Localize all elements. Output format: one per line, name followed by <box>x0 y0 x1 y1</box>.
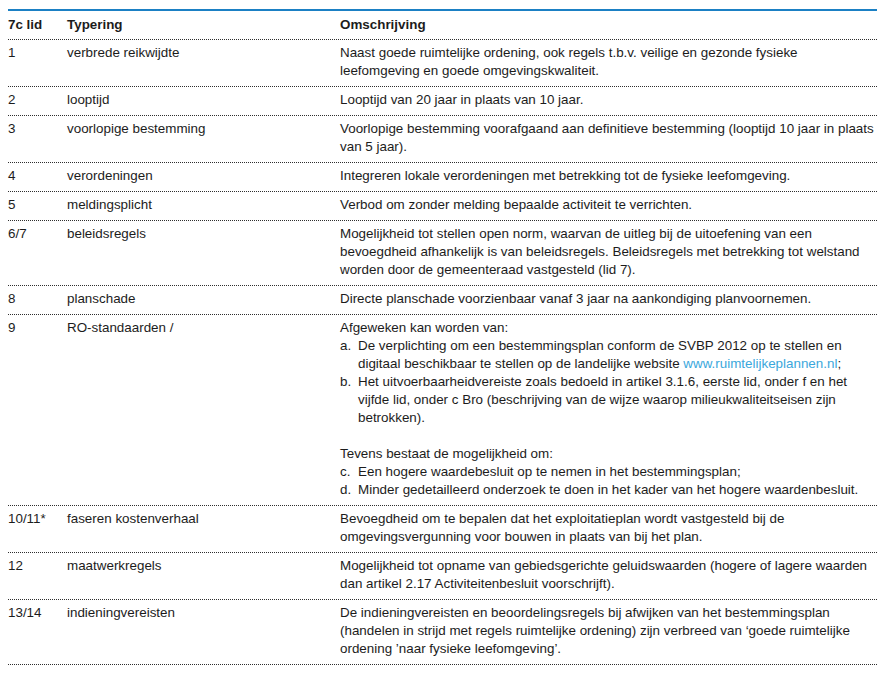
blank-line <box>340 427 877 445</box>
lid-cell: 10/11* <box>8 510 67 546</box>
lid-cell: 8 <box>8 290 67 308</box>
omschrijving-cell: Bevoegdheid om te bepalen dat het exploi… <box>340 510 877 546</box>
lid-cell: 5 <box>8 196 67 214</box>
lettered-item: d.Minder gedetailleerd onderzoek te doen… <box>340 481 877 499</box>
omschrijving-line: Tevens bestaat de mogelijkheid om: <box>340 445 877 463</box>
typering-cell: looptijd <box>67 91 340 109</box>
header-omschrijving: Omschrijving <box>340 16 877 34</box>
table-row: 1verbrede reikwijdteNaast goede ruimteli… <box>8 40 877 87</box>
table-row: 6/7beleidsregelsMogelijkheid tot stellen… <box>8 221 877 286</box>
omschrijving-cell: Directe planschade voorzienbaar vanaf 3 … <box>340 290 877 308</box>
omschrijving-cell: Voorlopige bestemming voorafgaand aan de… <box>340 120 877 156</box>
header-7c-lid: 7c lid <box>8 16 67 34</box>
lettered-item: a.De verplichting om een bestemmingsplan… <box>340 337 877 373</box>
lid-cell: 6/7 <box>8 225 67 279</box>
typering-cell: maatwerkregels <box>67 557 340 593</box>
omschrijving-cell: Integreren lokale verordeningen met betr… <box>340 167 877 185</box>
item-text: De verplichting om een bestemmingsplan c… <box>358 337 877 373</box>
omschrijving-cell: Looptijd van 20 jaar in plaats van 10 ja… <box>340 91 877 109</box>
lettered-item: c.Een hogere waardebesluit op te nemen i… <box>340 463 877 481</box>
lid-cell: 1 <box>8 44 67 80</box>
lid-cell: 13/14 <box>8 604 67 658</box>
table-row: 10/11*faseren kostenverhaalBevoegdheid o… <box>8 506 877 553</box>
typering-cell: beleidsregels <box>67 225 340 279</box>
lid-cell: 4 <box>8 167 67 185</box>
lid-cell: 12 <box>8 557 67 593</box>
table-row: 12maatwerkregelsMogelijkheid tot opname … <box>8 553 877 600</box>
typering-cell: voorlopige bestemming <box>67 120 340 156</box>
table-row: 3voorlopige bestemmingVoorlopige bestemm… <box>8 116 877 163</box>
item-text: Het uitvoerbaarheidvereiste zoals bedoel… <box>358 373 877 427</box>
table-row: 8planschadeDirecte planschade voorzienba… <box>8 286 877 315</box>
item-marker: a. <box>340 337 358 373</box>
header-typering: Typering <box>67 16 340 34</box>
table-row: 4verordeningenIntegreren lokale verorden… <box>8 163 877 192</box>
typering-cell: faseren kostenverhaal <box>67 510 340 546</box>
lid-cell: 3 <box>8 120 67 156</box>
item-text: Minder gedetailleerd onderzoek te doen i… <box>358 481 877 499</box>
typering-cell: meldingsplicht <box>67 196 340 214</box>
table-row: 13/14indieningvereistenDe indieningverei… <box>8 600 877 665</box>
typering-cell: RO-standaarden / <box>67 319 340 499</box>
omschrijving-line: Afgeweken kan worden van: <box>340 319 877 337</box>
omschrijving-cell: Verbod om zonder melding bepaalde activi… <box>340 196 877 214</box>
item-text: Een hogere waardebesluit op te nemen in … <box>358 463 877 481</box>
omschrijving-cell: De indieningvereisten en beoordelingsreg… <box>340 604 877 658</box>
table-header-row: 7c lid Typering Omschrijving <box>8 9 877 40</box>
table-row: 5meldingsplichtVerbod om zonder melding … <box>8 192 877 221</box>
item-marker: d. <box>340 481 358 499</box>
typering-cell: indieningvereisten <box>67 604 340 658</box>
lid-cell: 9 <box>8 319 67 499</box>
item-marker: c. <box>340 463 358 481</box>
item-marker: b. <box>340 373 358 427</box>
lid-cell: 2 <box>8 91 67 109</box>
table-body: 1verbrede reikwijdteNaast goede ruimteli… <box>8 40 877 665</box>
omschrijving-cell: Afgeweken kan worden van:a.De verplichti… <box>340 319 877 499</box>
typering-cell: verbrede reikwijdte <box>67 44 340 80</box>
ruimtelijkeplannen-link[interactable]: www.ruimtelijkeplannen.nl <box>683 356 837 371</box>
lid-7c-table: 7c lid Typering Omschrijving 1verbrede r… <box>8 9 877 665</box>
omschrijving-cell: Mogelijkheid tot opname van gebiedsgeric… <box>340 557 877 593</box>
omschrijving-cell: Naast goede ruimtelijke ordening, ook re… <box>340 44 877 80</box>
typering-cell: verordeningen <box>67 167 340 185</box>
omschrijving-cell: Mogelijkheid tot stellen open norm, waar… <box>340 225 877 279</box>
table-row: 2looptijdLooptijd van 20 jaar in plaats … <box>8 87 877 116</box>
table-row: 9RO-standaarden /Afgeweken kan worden va… <box>8 315 877 506</box>
lettered-item: b.Het uitvoerbaarheidvereiste zoals bedo… <box>340 373 877 427</box>
typering-cell: planschade <box>67 290 340 308</box>
